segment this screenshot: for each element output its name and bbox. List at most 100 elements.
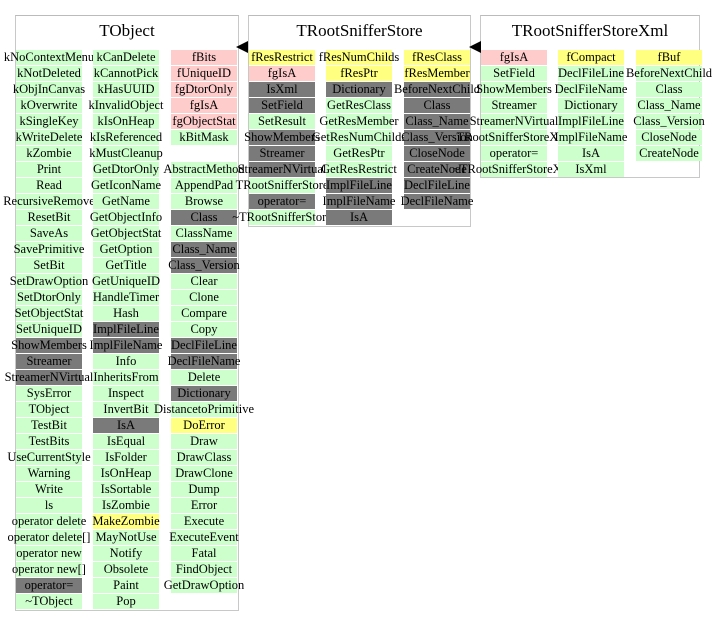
- member-item[interactable]: FindObject: [171, 562, 237, 577]
- member-item[interactable]: Dictionary: [326, 82, 392, 97]
- member-item[interactable]: Clear: [171, 274, 237, 289]
- member-item[interactable]: kInvalidObject: [89, 98, 164, 113]
- member-item[interactable]: Class_Name: [636, 98, 702, 113]
- member-item[interactable]: IsXml: [249, 82, 315, 97]
- member-item[interactable]: GetResPtr: [326, 146, 392, 161]
- member-item[interactable]: SetField: [481, 66, 547, 81]
- class-title[interactable]: TRootSnifferStore: [296, 21, 423, 40]
- member-item[interactable]: ShowMembers: [244, 130, 320, 145]
- member-item[interactable]: fgIsA: [171, 98, 237, 113]
- member-item[interactable]: operator=: [481, 146, 547, 161]
- member-item[interactable]: GetResMember: [319, 114, 399, 129]
- member-item[interactable]: DistancetoPrimitive: [154, 402, 254, 417]
- member-item[interactable]: Streamer: [481, 98, 547, 113]
- member-item[interactable]: Class_Name: [171, 242, 237, 257]
- member-item[interactable]: Info: [93, 354, 159, 369]
- member-item[interactable]: DeclFileLine: [404, 178, 470, 193]
- member-item[interactable]: kIsOnHeap: [93, 114, 159, 129]
- member-item[interactable]: IsXml: [558, 162, 624, 177]
- member-item[interactable]: Class: [636, 82, 702, 97]
- member-item[interactable]: Error: [171, 498, 237, 513]
- member-item[interactable]: fCompact: [558, 50, 624, 65]
- member-item[interactable]: ClassName: [171, 226, 237, 241]
- member-item[interactable]: kNotDeleted: [16, 66, 82, 81]
- member-item[interactable]: Dictionary: [558, 98, 624, 113]
- member-item[interactable]: operator delete[]: [8, 530, 90, 545]
- member-item[interactable]: SetDtorOnly: [16, 290, 82, 305]
- member-item[interactable]: DeclFileName: [555, 82, 627, 97]
- member-item[interactable]: ~TObject: [16, 594, 82, 609]
- member-item[interactable]: TRootSnifferStore: [236, 178, 328, 193]
- member-item[interactable]: Warning: [16, 466, 82, 481]
- member-item[interactable]: IsSortable: [93, 482, 159, 497]
- member-item[interactable]: MakeZombie: [92, 514, 160, 529]
- member-item[interactable]: fResPtr: [326, 66, 392, 81]
- member-item[interactable]: SetBit: [16, 258, 82, 273]
- member-item[interactable]: MayNotUse: [93, 530, 159, 545]
- member-item[interactable]: DrawClone: [171, 466, 237, 481]
- member-item[interactable]: operator=: [249, 194, 315, 209]
- member-item[interactable]: kIsReferenced: [90, 130, 162, 145]
- member-item[interactable]: fgDtorOnly: [171, 82, 237, 97]
- member-item[interactable]: GetUniqueID: [92, 274, 160, 289]
- member-item[interactable]: ExecuteEvent: [169, 530, 239, 545]
- member-item[interactable]: Obsolete: [93, 562, 159, 577]
- member-item[interactable]: ResetBit: [16, 210, 82, 225]
- member-item[interactable]: Class_Version: [168, 258, 240, 273]
- member-item[interactable]: kBitMask: [171, 130, 237, 145]
- member-item[interactable]: InheritsFrom: [93, 370, 159, 385]
- member-item[interactable]: operator delete: [12, 514, 86, 529]
- member-item[interactable]: CloseNode: [636, 130, 702, 145]
- member-item[interactable]: Notify: [93, 546, 159, 561]
- member-item[interactable]: kOverwrite: [16, 98, 82, 113]
- member-item[interactable]: BeforeNextChild: [626, 66, 712, 81]
- member-item[interactable]: DeclFileLine: [171, 338, 237, 353]
- member-item[interactable]: GetTitle: [93, 258, 159, 273]
- member-item[interactable]: ShowMembers: [11, 338, 87, 353]
- member-item[interactable]: IsOnHeap: [93, 466, 159, 481]
- member-item[interactable]: IsA: [326, 210, 392, 225]
- member-item[interactable]: Dump: [171, 482, 237, 497]
- member-item[interactable]: DeclFileLine: [558, 66, 624, 81]
- member-item[interactable]: Read: [16, 178, 82, 193]
- member-item[interactable]: SysError: [16, 386, 82, 401]
- member-item[interactable]: fUniqueID: [171, 66, 237, 81]
- member-item[interactable]: Browse: [171, 194, 237, 209]
- member-item[interactable]: Print: [16, 162, 82, 177]
- member-item[interactable]: StreamerNVirtual: [470, 114, 558, 129]
- member-item[interactable]: TestBit: [16, 418, 82, 433]
- member-item[interactable]: Paint: [93, 578, 159, 593]
- member-item[interactable]: ImplFileName: [90, 338, 162, 353]
- member-item[interactable]: GetDrawOption: [164, 578, 244, 593]
- member-item[interactable]: AbstractMethod: [163, 162, 245, 177]
- member-item[interactable]: Class: [171, 210, 237, 225]
- member-item[interactable]: ls: [16, 498, 82, 513]
- member-item[interactable]: kCanDelete: [93, 50, 159, 65]
- member-item[interactable]: GetObjectInfo: [90, 210, 162, 225]
- member-item[interactable]: GetName: [93, 194, 159, 209]
- member-item[interactable]: TestBits: [16, 434, 82, 449]
- member-item[interactable]: operator=: [16, 578, 82, 593]
- member-item[interactable]: Draw: [171, 434, 237, 449]
- member-item[interactable]: Execute: [171, 514, 237, 529]
- member-item[interactable]: ShowMembers: [476, 82, 552, 97]
- class-title[interactable]: TRootSnifferStoreXml: [511, 21, 669, 40]
- member-item[interactable]: DeclFileName: [401, 194, 473, 209]
- member-item[interactable]: GetIconName: [91, 178, 161, 193]
- member-item[interactable]: IsA: [93, 418, 159, 433]
- member-item[interactable]: fBits: [171, 50, 237, 65]
- member-item[interactable]: fResClass: [404, 50, 470, 65]
- member-item[interactable]: operator new: [16, 546, 82, 561]
- member-item[interactable]: IsEqual: [93, 434, 159, 449]
- member-item[interactable]: ImplFileLine: [558, 114, 624, 129]
- member-item[interactable]: DrawClass: [171, 450, 237, 465]
- member-item[interactable]: kWriteDelete: [16, 130, 82, 145]
- member-item[interactable]: SaveAs: [16, 226, 82, 241]
- member-item[interactable]: RecursiveRemove: [3, 194, 95, 209]
- member-item[interactable]: kZombie: [16, 146, 82, 161]
- member-item[interactable]: GetResClass: [326, 98, 392, 113]
- member-item[interactable]: Streamer: [249, 146, 315, 161]
- member-item[interactable]: Hash: [93, 306, 159, 321]
- class-title[interactable]: TObject: [99, 21, 155, 40]
- member-item[interactable]: CloseNode: [404, 146, 470, 161]
